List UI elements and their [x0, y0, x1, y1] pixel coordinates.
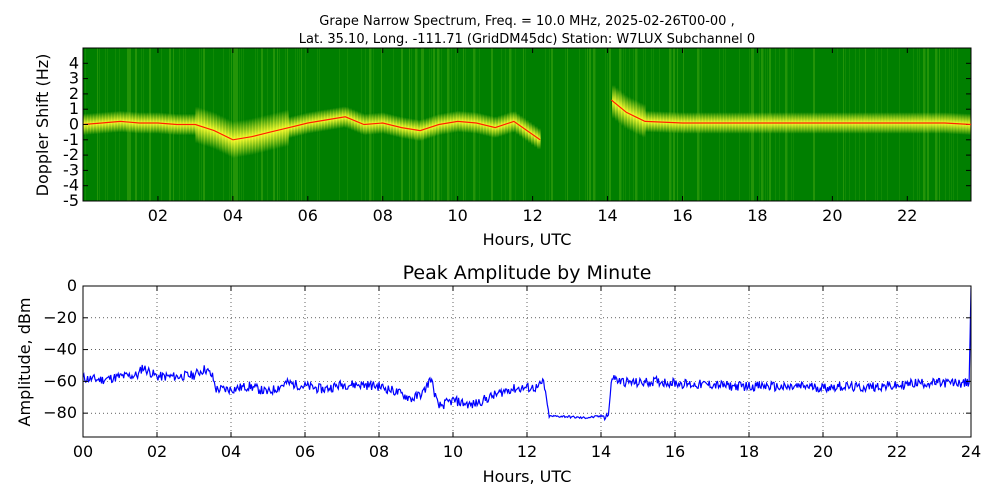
spectrum-title-line1: Grape Narrow Spectrum, Freq. = 10.0 MHz,…	[319, 14, 734, 29]
spectrogram-x-tick-label: 08	[373, 206, 393, 225]
spectrogram-x-tick-label: 22	[897, 206, 917, 225]
spectrum-title-line2: Lat. 35.10, Long. -111.71 (GridDM45dc) S…	[299, 32, 755, 47]
spectrogram-y-tick-label: -2	[63, 145, 79, 164]
spectrogram-streak	[593, 48, 595, 201]
spectrogram-x-tick-label: 18	[747, 206, 767, 225]
spectrogram-streak	[585, 48, 586, 201]
amplitude-y-tick-label: −60	[43, 371, 77, 390]
amplitude-x-tick-label: 06	[295, 442, 315, 461]
spectrogram-streak	[545, 48, 546, 201]
spectrogram-streak	[595, 48, 596, 201]
spectrogram-x-ticks: 02 04 06 08 10 12 14 16 18 20 22	[148, 48, 917, 225]
amplitude-x-ticks: 00 02 04 06 08 10 12 14 16 18 20 22 24	[73, 286, 981, 461]
amplitude-x-tick-label: 12	[517, 442, 537, 461]
spectrogram-streak	[551, 48, 553, 201]
amplitude-x-tick-label: 24	[961, 442, 981, 461]
spectrogram-x-tick-label: 12	[522, 206, 542, 225]
spectrogram-x-axis-label: Hours, UTC	[483, 230, 572, 249]
spectrogram-y-tick-label: -3	[63, 160, 79, 179]
amplitude-y-tick-label: −40	[43, 340, 77, 359]
amplitude-plot-area	[83, 286, 971, 437]
amplitude-x-tick-label: 04	[221, 442, 241, 461]
amplitude-x-tick-label: 16	[665, 442, 685, 461]
spectrogram-x-tick-label: 20	[822, 206, 842, 225]
spectrogram-y-tick-label: 1	[69, 99, 79, 118]
spectrogram-y-tick-label: -4	[63, 176, 79, 195]
amplitude-panel: Peak Amplitude by Minute 00 02 04 06 08 10 12 1…	[15, 262, 981, 486]
spectrogram-x-tick-label: 06	[298, 206, 318, 225]
amplitude-y-ticks: 0 −20 −40 −60 −80	[43, 276, 971, 422]
amplitude-x-tick-label: 20	[813, 442, 833, 461]
spectrogram-streak	[609, 48, 611, 201]
amplitude-series-line	[83, 287, 971, 422]
spectrogram-y-tick-label: 2	[69, 84, 79, 103]
amplitude-x-tick-label: 00	[73, 442, 93, 461]
spectrogram-x-tick-label: 14	[597, 206, 617, 225]
amplitude-x-axis-label: Hours, UTC	[483, 467, 572, 486]
spectrogram-y-axis-label: Doppler Shift (Hz)	[33, 54, 52, 197]
spectrogram-x-tick-label: 04	[223, 206, 243, 225]
amplitude-x-tick-label: 02	[147, 442, 167, 461]
spectrogram-streak	[567, 48, 568, 201]
amplitude-x-tick-label: 10	[443, 442, 463, 461]
spectrogram-y-tick-label: 4	[69, 53, 79, 72]
spectrogram-y-tick-label: -1	[63, 130, 79, 149]
spectrogram-x-tick-label: 10	[448, 206, 468, 225]
spectrogram-streak	[589, 48, 591, 201]
amplitude-y-axis-label: Amplitude, dBm	[15, 298, 34, 427]
spectrogram-streak	[565, 48, 566, 201]
amplitude-y-tick-label: 0	[67, 276, 77, 295]
spectrogram-streak	[619, 48, 621, 201]
amplitude-x-tick-label: 08	[369, 442, 389, 461]
spectrogram-x-tick-label: 02	[148, 206, 168, 225]
spectrogram-streak	[549, 48, 550, 201]
spectrogram-streak	[579, 48, 580, 201]
amplitude-y-tick-label: −80	[43, 403, 77, 422]
spectrogram-streak	[607, 48, 608, 201]
doppler-trace	[83, 116, 541, 141]
spectrogram-y-tick-label: 0	[69, 115, 79, 134]
amplitude-x-tick-label: 22	[887, 442, 907, 461]
amplitude-x-tick-label: 18	[739, 442, 759, 461]
amplitude-title: Peak Amplitude by Minute	[403, 262, 652, 284]
doppler-trace-segment	[610, 99, 971, 126]
amplitude-y-tick-label: −20	[43, 308, 77, 327]
spectrogram-streak	[587, 48, 588, 201]
spectrogram-y-tick-label: -5	[63, 191, 79, 210]
amplitude-x-tick-label: 14	[591, 442, 611, 461]
spectrogram-y-tick-label: 3	[69, 69, 79, 88]
spectrogram-x-tick-label: 16	[672, 206, 692, 225]
spectrogram-streak	[605, 48, 606, 201]
